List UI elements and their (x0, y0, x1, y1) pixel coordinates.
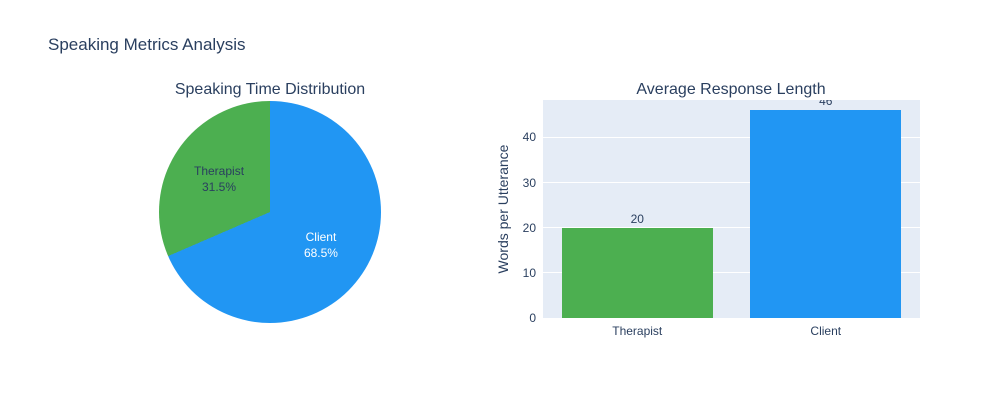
figure-title: Speaking Metrics Analysis (48, 35, 246, 54)
gridline-y-10 (543, 272, 920, 274)
bar-subplot-title: Average Response Length (636, 81, 826, 98)
bar-client[interactable] (750, 110, 902, 318)
y-tick-label-10: 10 (522, 265, 536, 280)
y-tick-label-40: 40 (522, 130, 536, 145)
x-tick-label-client: Client (810, 324, 842, 338)
gridline-y-20 (543, 227, 920, 229)
pie-subplot-title: Speaking Time Distribution (174, 81, 366, 98)
pie-slice-label-therapist: Therapist 31.5% (194, 163, 245, 194)
y-axis-title: Words per Utterance (495, 144, 511, 274)
pie-chart[interactable]: Client 68.5% Therapist 31.5% (159, 101, 381, 323)
y-tick-label-20: 20 (522, 220, 536, 235)
bar-value-label-therapist: 20 (630, 211, 644, 226)
x-tick-label-therapist: Therapist (612, 324, 663, 338)
bar-therapist[interactable] (561, 227, 713, 318)
y-tick-label-30: 30 (522, 175, 536, 190)
y-tick-label-0: 0 (529, 311, 536, 325)
gridline-y-30 (543, 182, 920, 184)
gridline-y-40 (543, 136, 920, 138)
bar-plot-area: 20 46 (543, 100, 920, 318)
bar-value-label-client: 46 (819, 100, 833, 109)
pie-slice-label-client: Client 68.5% (303, 230, 338, 261)
